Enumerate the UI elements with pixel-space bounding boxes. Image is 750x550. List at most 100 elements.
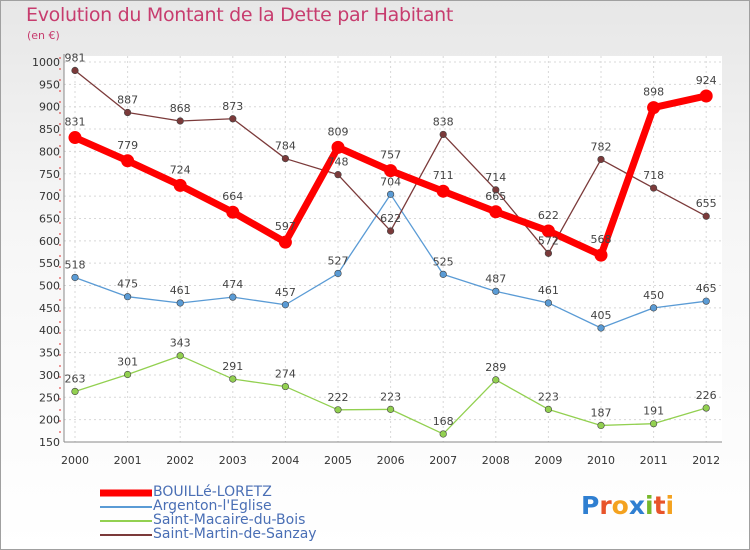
data-point xyxy=(699,89,713,103)
data-label: 457 xyxy=(275,286,296,299)
data-label: 724 xyxy=(170,163,191,176)
data-point xyxy=(702,404,710,412)
data-label: 291 xyxy=(222,360,243,373)
x-tick-label: 2005 xyxy=(324,454,352,467)
x-tick-label: 2012 xyxy=(692,454,720,467)
data-label: 222 xyxy=(328,391,349,404)
data-label: 597 xyxy=(275,220,296,233)
data-point xyxy=(439,430,447,438)
data-label: 981 xyxy=(65,51,86,64)
data-label: 289 xyxy=(485,361,506,374)
data-point xyxy=(387,190,395,198)
data-label: 461 xyxy=(170,284,191,297)
data-point xyxy=(281,382,290,391)
x-tick-label: 2007 xyxy=(429,454,457,467)
data-point xyxy=(331,140,345,154)
data-point xyxy=(229,293,237,301)
data-label: 301 xyxy=(117,355,138,368)
y-tick-label: 600 xyxy=(39,235,60,248)
data-label: 748 xyxy=(328,156,349,169)
y-tick-label: 550 xyxy=(39,257,60,270)
legend-label: BOUILLé-LORETZ xyxy=(153,484,272,500)
data-label: 274 xyxy=(275,368,296,381)
data-point xyxy=(647,101,661,115)
data-label: 714 xyxy=(485,171,506,184)
data-point xyxy=(229,375,237,383)
data-label: 487 xyxy=(485,272,506,285)
data-point xyxy=(489,205,503,219)
y-tick-label: 350 xyxy=(39,347,60,360)
data-point xyxy=(71,387,79,396)
data-point xyxy=(492,186,500,194)
data-point xyxy=(541,224,555,238)
data-point xyxy=(334,171,342,179)
data-label: 838 xyxy=(433,115,454,128)
data-point xyxy=(387,405,395,413)
data-point xyxy=(121,154,135,168)
x-tick-label: 2004 xyxy=(271,454,299,467)
data-point xyxy=(68,131,82,145)
y-tick-label: 500 xyxy=(39,280,60,293)
legend-label: Argenton-l'Eglise xyxy=(153,498,272,514)
data-label: 405 xyxy=(591,309,612,322)
data-label: 757 xyxy=(380,149,401,162)
data-point xyxy=(439,270,447,278)
x-tick-label: 2011 xyxy=(640,454,668,467)
data-point xyxy=(229,115,237,123)
data-point xyxy=(492,376,500,384)
x-tick-label: 2000 xyxy=(61,454,89,467)
data-point xyxy=(281,154,290,163)
data-label: 461 xyxy=(538,284,559,297)
y-tick-label: 250 xyxy=(39,391,60,404)
data-label: 518 xyxy=(65,258,86,271)
x-tick-label: 2009 xyxy=(534,454,562,467)
data-point xyxy=(492,287,500,295)
data-point xyxy=(176,117,184,125)
data-point xyxy=(387,227,395,235)
data-point xyxy=(702,297,710,305)
data-point xyxy=(334,269,342,278)
x-tick-label: 2010 xyxy=(587,454,615,467)
data-label: 711 xyxy=(433,169,454,182)
y-tick-label: 300 xyxy=(39,369,60,382)
data-point xyxy=(702,212,710,220)
data-label: 450 xyxy=(643,289,664,302)
data-label: 475 xyxy=(117,278,138,291)
data-label: 782 xyxy=(591,140,612,153)
data-point xyxy=(544,299,553,307)
legend-label: Saint-Macaire-du-Bois xyxy=(153,512,306,528)
legend-swatch xyxy=(100,506,152,508)
y-tick-label: 850 xyxy=(39,123,60,136)
data-label: 187 xyxy=(591,406,612,419)
y-tick-label: 750 xyxy=(39,168,60,181)
data-point xyxy=(123,370,132,379)
data-point xyxy=(173,178,187,192)
data-label: 622 xyxy=(538,209,559,222)
data-label: 191 xyxy=(643,405,664,418)
data-point xyxy=(226,205,240,219)
data-label: 474 xyxy=(222,278,243,291)
y-tick-label: 450 xyxy=(39,302,60,315)
y-tick-label: 1000 xyxy=(32,56,60,69)
data-point xyxy=(649,420,658,428)
data-label: 665 xyxy=(485,190,506,203)
data-label: 223 xyxy=(538,390,559,403)
data-label: 525 xyxy=(433,255,454,268)
data-point xyxy=(649,184,658,192)
data-point xyxy=(436,184,450,198)
data-label: 873 xyxy=(222,100,243,113)
data-label: 263 xyxy=(65,372,86,385)
data-point xyxy=(71,273,79,282)
legend-swatch xyxy=(100,534,152,536)
data-point xyxy=(123,108,132,117)
data-point xyxy=(439,130,447,139)
data-label: 718 xyxy=(643,169,664,182)
data-point xyxy=(334,406,342,414)
data-point xyxy=(597,155,605,164)
data-label: 809 xyxy=(328,125,349,138)
chart-subtitle: (en €) xyxy=(27,29,60,42)
data-point xyxy=(384,164,398,178)
data-label: 465 xyxy=(696,282,717,295)
legend-swatch xyxy=(100,489,152,497)
